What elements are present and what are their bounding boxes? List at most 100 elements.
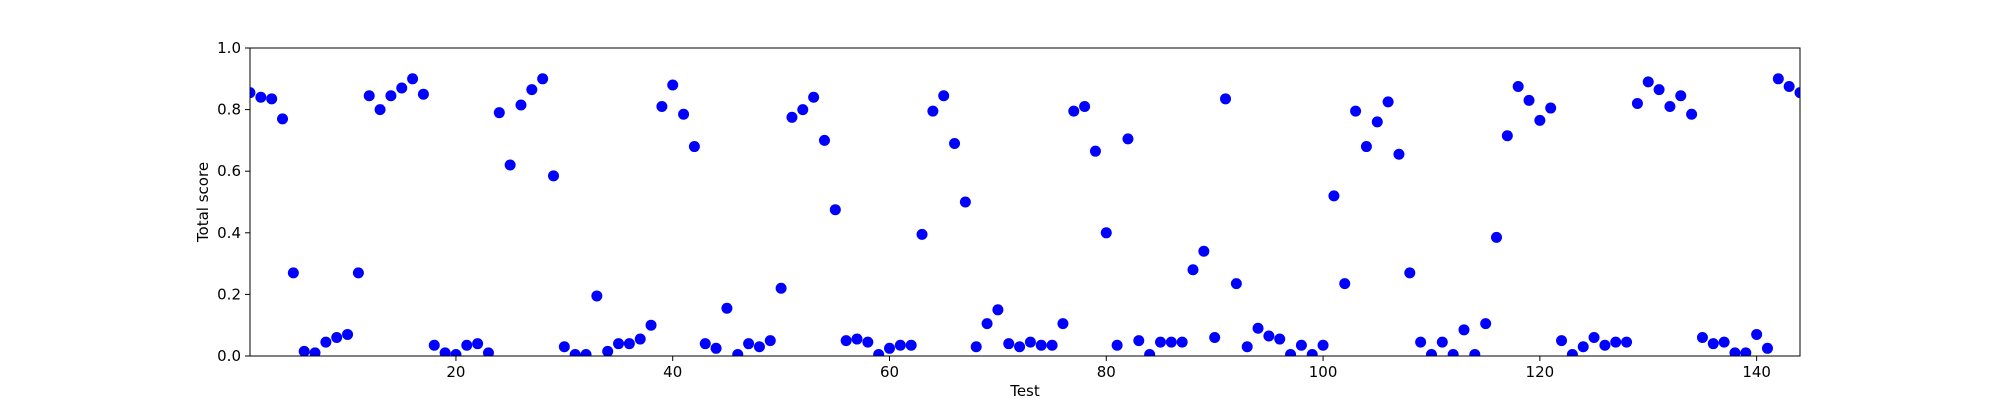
data-point — [938, 90, 950, 102]
x-axis-ticks: 20 40 60 80 100 120 140 — [446, 356, 1771, 381]
data-point — [277, 113, 289, 125]
data-point — [1415, 336, 1427, 348]
data-point — [363, 90, 375, 102]
y-tick-label: 0.4 — [217, 224, 241, 242]
data-point — [840, 335, 852, 347]
data-point — [1024, 336, 1036, 348]
data-point — [309, 347, 321, 356]
data-point — [1339, 278, 1351, 290]
data-point — [461, 339, 473, 351]
data-point — [547, 170, 559, 182]
data-point — [1371, 116, 1383, 128]
data-point — [1675, 90, 1687, 102]
data-point — [1436, 336, 1448, 348]
data-point — [818, 134, 830, 146]
data-point — [1295, 339, 1307, 351]
data-point — [504, 159, 516, 171]
data-point — [1707, 338, 1719, 350]
data-point — [1740, 347, 1752, 356]
data-point — [1100, 227, 1112, 239]
data-point — [1187, 264, 1199, 276]
data-point — [537, 73, 549, 85]
data-point — [1111, 339, 1123, 351]
data-point — [775, 282, 787, 294]
y-axis-ticks: 0.0 0.2 0.4 0.6 0.8 1.0 — [217, 39, 250, 365]
data-points — [250, 73, 1800, 356]
data-point — [1610, 336, 1622, 348]
data-point — [1566, 348, 1578, 356]
data-point — [753, 341, 765, 353]
data-point — [1317, 339, 1329, 351]
data-point — [450, 348, 462, 356]
data-point — [298, 345, 310, 356]
data-point — [1729, 347, 1741, 356]
y-tick-label: 0.0 — [217, 347, 241, 365]
data-point — [1512, 81, 1524, 92]
data-point — [1274, 333, 1286, 345]
x-tick-label: 120 — [1526, 363, 1555, 381]
data-point — [959, 196, 971, 208]
data-point — [873, 348, 885, 356]
data-point — [1480, 318, 1492, 330]
y-tick-label: 0.6 — [217, 162, 241, 180]
y-axis-label: Total score — [194, 162, 212, 243]
data-point — [1198, 245, 1210, 257]
x-tick-label: 40 — [663, 363, 682, 381]
data-point — [396, 82, 408, 94]
data-point — [1783, 81, 1795, 92]
data-point — [613, 338, 625, 350]
data-point — [1328, 190, 1340, 202]
data-point — [580, 348, 592, 356]
data-point — [1350, 105, 1362, 117]
data-point — [1447, 348, 1459, 356]
data-point — [1360, 141, 1372, 153]
data-point — [526, 84, 538, 96]
data-point — [417, 88, 429, 100]
data-point — [493, 107, 505, 119]
data-point — [1556, 335, 1568, 347]
data-point — [1144, 348, 1156, 356]
data-point — [1089, 145, 1101, 157]
data-point — [428, 339, 440, 351]
data-point — [634, 333, 646, 345]
data-point — [1599, 339, 1611, 351]
data-point — [1696, 332, 1708, 344]
data-point — [916, 228, 928, 240]
y-tick-label: 1.0 — [217, 39, 241, 57]
x-tick-label: 140 — [1742, 363, 1771, 381]
data-point — [472, 338, 484, 350]
data-point — [1382, 96, 1394, 108]
data-point — [1003, 338, 1015, 350]
data-point — [342, 328, 354, 340]
data-point — [764, 335, 776, 347]
data-point — [721, 302, 733, 314]
data-point — [1122, 133, 1134, 145]
data-point — [1588, 332, 1600, 344]
data-point — [1306, 348, 1318, 356]
data-point — [797, 104, 809, 116]
y-tick-label: 0.2 — [217, 285, 241, 303]
data-point — [407, 73, 419, 85]
data-point — [829, 204, 841, 216]
x-tick-label: 20 — [446, 363, 465, 381]
data-point — [602, 345, 614, 356]
data-point — [1534, 114, 1546, 126]
x-tick-label: 80 — [1097, 363, 1116, 381]
data-point — [894, 339, 906, 351]
data-point — [1751, 328, 1763, 340]
data-point — [905, 339, 917, 351]
data-point — [1133, 335, 1145, 347]
y-tick-label: 0.8 — [217, 101, 241, 119]
data-point — [786, 111, 798, 123]
data-point — [558, 341, 570, 353]
data-point — [623, 338, 635, 350]
data-point — [884, 342, 896, 354]
data-point — [862, 336, 874, 348]
data-point — [287, 267, 299, 279]
data-point — [1664, 101, 1676, 113]
data-point — [385, 90, 397, 102]
data-point — [1491, 231, 1503, 243]
data-point — [1154, 336, 1166, 348]
data-point — [1501, 130, 1513, 142]
data-point — [1241, 341, 1253, 353]
